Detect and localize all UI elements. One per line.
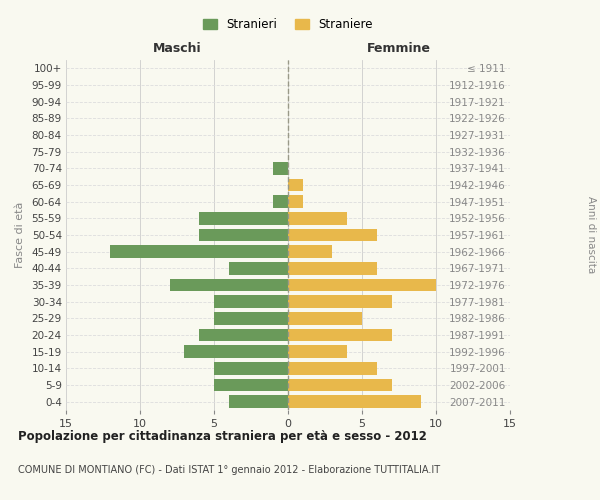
Text: Femmine: Femmine [367, 42, 431, 55]
Text: Maschi: Maschi [152, 42, 202, 55]
Bar [288, 279, 436, 291]
Text: Popolazione per cittadinanza straniera per età e sesso - 2012: Popolazione per cittadinanza straniera p… [18, 430, 427, 443]
Bar [288, 312, 362, 324]
Bar [229, 396, 288, 408]
Bar [229, 262, 288, 274]
Bar [214, 296, 288, 308]
Text: COMUNE DI MONTIANO (FC) - Dati ISTAT 1° gennaio 2012 - Elaborazione TUTTITALIA.I: COMUNE DI MONTIANO (FC) - Dati ISTAT 1° … [18, 465, 440, 475]
Bar [273, 196, 288, 208]
Bar [288, 246, 332, 258]
Bar [170, 279, 288, 291]
Bar [273, 162, 288, 174]
Text: Anni di nascita: Anni di nascita [586, 196, 596, 274]
Bar [288, 262, 377, 274]
Bar [199, 212, 288, 224]
Bar [288, 362, 377, 374]
Bar [199, 329, 288, 341]
Bar [199, 229, 288, 241]
Bar [288, 229, 377, 241]
Bar [288, 379, 392, 391]
Bar [288, 346, 347, 358]
Bar [214, 362, 288, 374]
Bar [214, 379, 288, 391]
Bar [288, 396, 421, 408]
Bar [214, 312, 288, 324]
Bar [184, 346, 288, 358]
Y-axis label: Fasce di età: Fasce di età [14, 202, 25, 268]
Bar [288, 212, 347, 224]
Bar [288, 296, 392, 308]
Bar [110, 246, 288, 258]
Bar [288, 329, 392, 341]
Bar [288, 196, 303, 208]
Legend: Stranieri, Straniere: Stranieri, Straniere [198, 14, 378, 36]
Bar [288, 179, 303, 192]
